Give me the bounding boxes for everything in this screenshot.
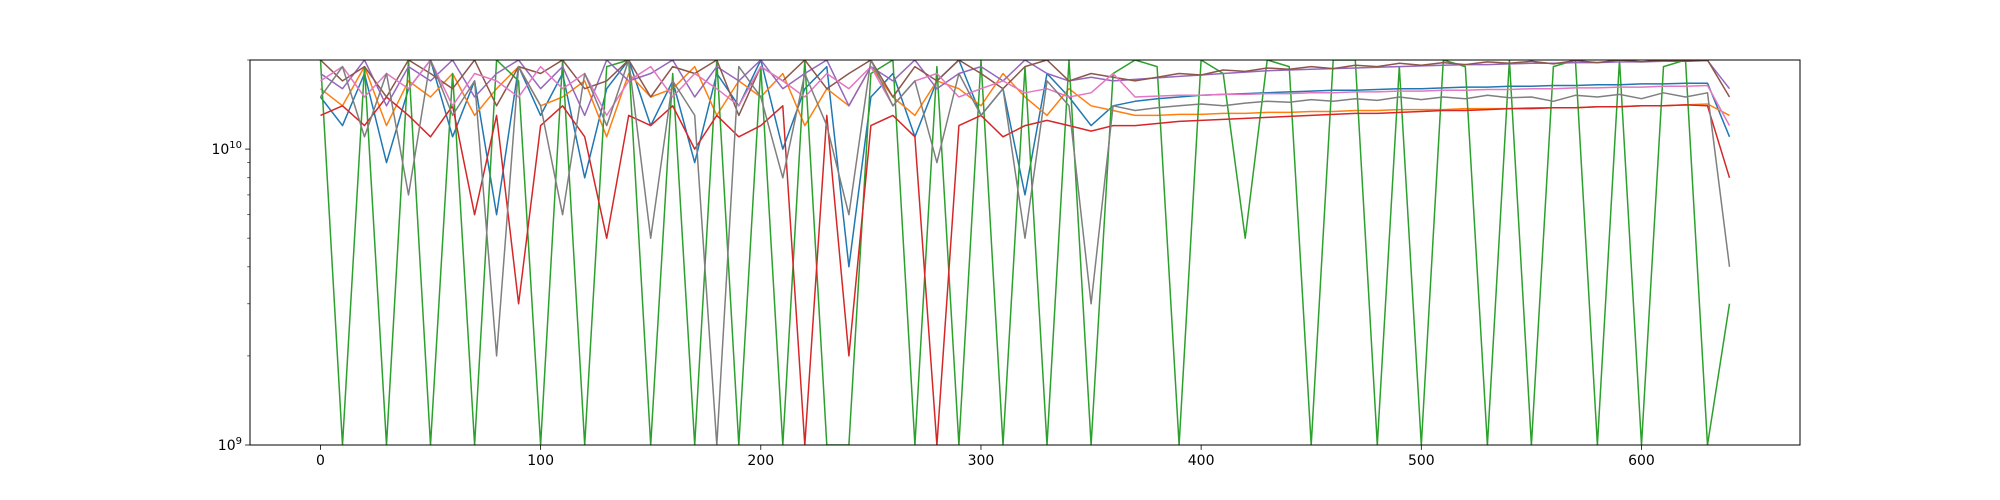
series-line-5 bbox=[319, 60, 1731, 117]
x-tick-label: 200 bbox=[747, 453, 774, 469]
plot-frame bbox=[249, 59, 1801, 446]
x-tick-label: 600 bbox=[1628, 453, 1655, 469]
x-tick-label: 100 bbox=[527, 453, 554, 469]
series-layer bbox=[319, 60, 1731, 445]
series-line-6 bbox=[320, 60, 1731, 126]
x-tick-label: 500 bbox=[1408, 453, 1435, 469]
series-line-7 bbox=[319, 60, 1731, 445]
x-tick-label: 300 bbox=[968, 453, 995, 469]
x-axis: 0 100 200 300 400 500 600 bbox=[316, 445, 1655, 469]
y-tick-label: 109 bbox=[218, 436, 242, 454]
series-line-0 bbox=[319, 60, 1731, 268]
x-tick-label: 0 bbox=[316, 453, 325, 469]
series-line-3 bbox=[320, 96, 1731, 445]
series-line-2 bbox=[319, 60, 1731, 445]
y-tick-label: 1010 bbox=[211, 140, 242, 158]
series-line-4 bbox=[320, 60, 1731, 117]
y-axis: 109 1010 bbox=[211, 59, 250, 454]
x-tick-label: 400 bbox=[1188, 453, 1215, 469]
